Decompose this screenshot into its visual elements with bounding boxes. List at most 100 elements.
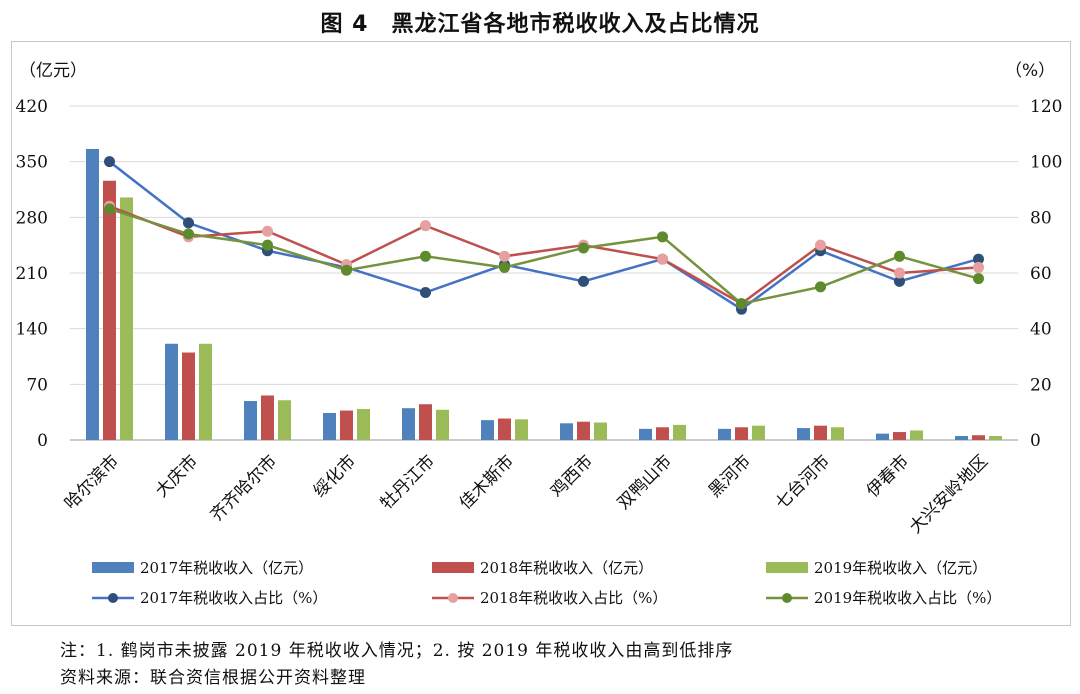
- bar: [814, 425, 827, 440]
- category-label: 伊春市: [863, 451, 913, 501]
- left-axis-tick-label: 140: [16, 320, 48, 340]
- data-point: [499, 261, 510, 273]
- data-point: [578, 275, 589, 287]
- bar: [323, 412, 336, 440]
- data-point: [420, 250, 431, 262]
- bar: [165, 343, 178, 440]
- bar: [656, 427, 669, 440]
- right-axis-tick-label: 100: [1030, 153, 1062, 173]
- left-axis-unit: （亿元）: [19, 61, 87, 81]
- category-label: 佳木斯市: [456, 451, 518, 513]
- data-point: [104, 156, 115, 168]
- legend-marker: [108, 593, 118, 603]
- bar: [797, 428, 810, 440]
- bar: [910, 430, 923, 440]
- bar: [876, 433, 889, 440]
- bar: [120, 197, 133, 440]
- bar: [560, 423, 573, 440]
- left-axis-tick-label: 210: [16, 264, 48, 284]
- legend-label: 2018年税收收入占比（%）: [480, 589, 667, 607]
- data-point: [499, 250, 510, 262]
- category-label: 双鸭山市: [614, 451, 676, 513]
- data-point: [894, 250, 905, 262]
- data-point: [578, 242, 589, 254]
- series-line: [108, 160, 979, 311]
- bar: [86, 148, 99, 440]
- category-label: 大兴安岭地区: [906, 451, 992, 537]
- chart-frame: [11, 41, 1071, 626]
- data-point: [973, 253, 984, 265]
- bar: [639, 428, 652, 440]
- data-point: [262, 239, 273, 251]
- category-label: 黑河市: [705, 451, 755, 501]
- data-point: [262, 225, 273, 237]
- chart-note: 注：1. 鹤岗市未披露 2019 年税收收入情况；2. 按 2019 年税收收入…: [60, 641, 734, 661]
- bar: [182, 352, 195, 440]
- left-axis-tick-label: 70: [26, 375, 48, 395]
- bar: [735, 427, 748, 440]
- bar: [498, 418, 511, 440]
- right-axis-tick-label: 40: [1030, 320, 1052, 340]
- bar: [261, 395, 274, 440]
- data-point: [815, 239, 826, 251]
- bar: [515, 419, 528, 440]
- category-label: 七台河市: [772, 451, 834, 513]
- bar: [436, 409, 449, 440]
- data-point: [973, 273, 984, 285]
- right-axis-tick-label: 0: [1030, 431, 1041, 451]
- bar: [419, 404, 432, 440]
- legend-swatch: [432, 562, 474, 573]
- data-point: [815, 281, 826, 293]
- legend-marker: [782, 593, 792, 603]
- bar: [481, 420, 494, 440]
- left-axis-tick-label: 0: [37, 431, 48, 451]
- data-point: [657, 231, 668, 243]
- legend-marker: [448, 593, 458, 603]
- bar: [577, 421, 590, 440]
- category-label: 鸡西市: [547, 451, 597, 501]
- left-axis-tick-label: 280: [16, 208, 48, 228]
- bar: [278, 400, 291, 440]
- bar: [955, 436, 968, 440]
- data-point: [341, 264, 352, 276]
- data-point: [420, 286, 431, 298]
- bar: [340, 410, 353, 440]
- data-point: [183, 217, 194, 229]
- bar: [972, 435, 985, 440]
- category-label: 大庆市: [152, 451, 202, 501]
- data-point: [183, 228, 194, 240]
- category-label: 绥化市: [310, 451, 360, 501]
- chart-svg: 0 70 140 210 280 350 420 0 20 40 60 80 100 120 （亿元） （%）…: [16, 61, 1063, 607]
- right-axis-tick-label: 60: [1030, 264, 1052, 284]
- bar: [718, 428, 731, 440]
- data-point: [736, 298, 747, 310]
- right-axis-unit: （%）: [1005, 61, 1055, 81]
- chart-source: 资料来源：联合资信根据公开资料整理: [60, 668, 366, 688]
- bar: [357, 408, 370, 440]
- data-point: [894, 267, 905, 279]
- data-point: [420, 220, 431, 232]
- bar: [752, 425, 765, 440]
- category-label: 哈尔滨市: [61, 451, 123, 513]
- bar: [594, 422, 607, 440]
- bar: [831, 427, 844, 440]
- right-axis-tick-label: 120: [1030, 97, 1062, 117]
- series-line: [109, 205, 979, 306]
- legend-label: 2018年税收收入（亿元）: [480, 559, 653, 577]
- bar: [673, 424, 686, 440]
- legend-label: 2017年税收收入占比（%）: [140, 589, 327, 607]
- data-point: [104, 203, 115, 215]
- bar: [402, 408, 415, 440]
- legend-swatch: [766, 562, 808, 573]
- category-label: 牡丹江市: [377, 451, 439, 513]
- bar: [893, 432, 906, 440]
- legend-swatch: [92, 562, 134, 573]
- bar: [989, 436, 1002, 440]
- legend-label: 2019年税收收入占比（%）: [814, 589, 1001, 607]
- right-axis-tick-label: 20: [1030, 375, 1052, 395]
- bar: [244, 401, 257, 440]
- data-point: [973, 261, 984, 273]
- right-axis-tick-label: 80: [1030, 208, 1052, 228]
- bar: [103, 180, 116, 440]
- legend-label: 2017年税收收入（亿元）: [140, 559, 313, 577]
